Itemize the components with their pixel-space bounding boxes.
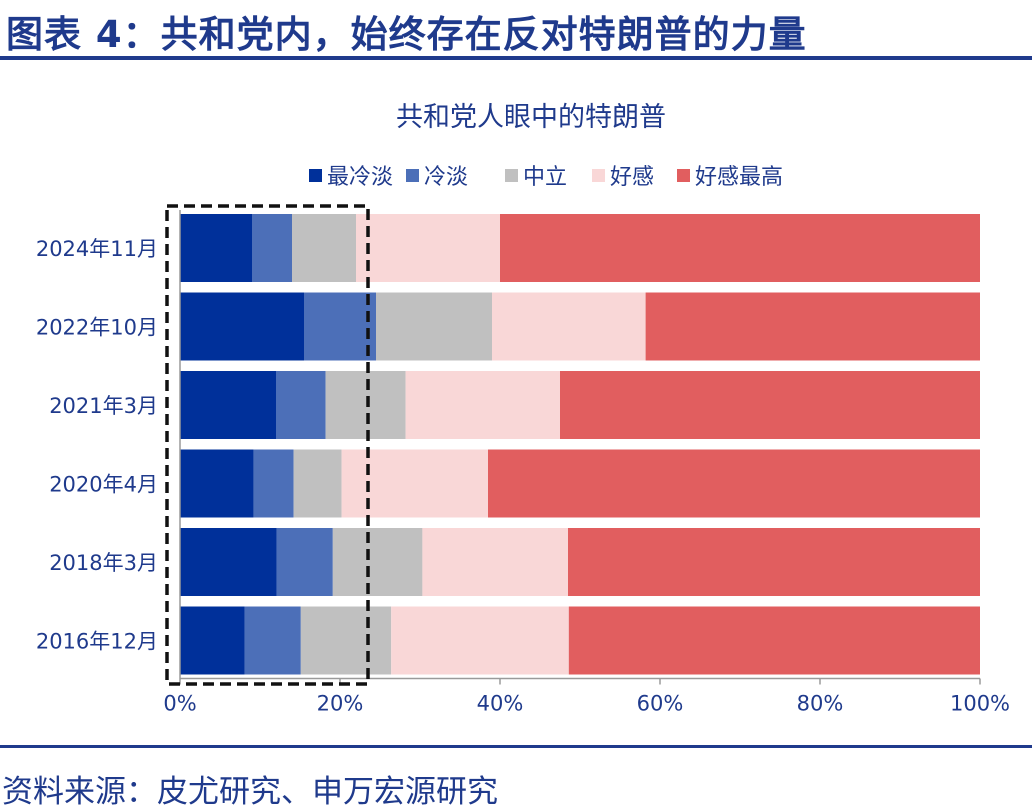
category-label: 2021年3月: [49, 394, 158, 418]
legend-label: 冷淡: [424, 165, 468, 190]
bar-segment: [304, 292, 376, 361]
legend-label: 中立: [523, 165, 567, 190]
legend: 最冷淡 冷淡 中立 好感 好感最高: [309, 165, 783, 190]
bar-segment: [292, 214, 356, 282]
stacked-bar-chart: 共和党人眼中的特朗普 最冷淡 冷淡 中立 好感 好感最高 2024年11月 2022年10…: [36, 102, 1010, 716]
bar-segment: [376, 292, 492, 361]
x-tick-label: 40%: [477, 692, 524, 716]
legend-swatch: [505, 169, 518, 182]
legend-swatch: [677, 169, 690, 182]
category-label: 2018年3月: [49, 551, 158, 575]
figure-title: 图表 4：共和党内，始终存在反对特朗普的力量: [6, 13, 807, 56]
category-label: 2022年10月: [36, 316, 158, 340]
category-label: 2024年11月: [36, 237, 158, 261]
bar-segment: [405, 371, 560, 439]
bar-segment: [488, 449, 980, 518]
bar-segment: [293, 449, 342, 518]
category-label: 2016年12月: [36, 630, 158, 654]
bar-segment: [180, 528, 277, 596]
bar-segment: [276, 528, 333, 596]
source-note: 资料来源：皮尤研究、申万宏源研究: [2, 774, 498, 810]
bar-segment: [341, 449, 488, 518]
bar-segment: [325, 371, 406, 439]
bar-segment: [180, 371, 276, 439]
bar-segment: [500, 214, 980, 282]
bar-segment: [300, 606, 392, 675]
bar-segment: [276, 371, 326, 439]
bar-segment: [180, 449, 254, 518]
bar-segment: [252, 214, 292, 282]
title-rule: [0, 56, 1032, 60]
x-tick-label: 0%: [163, 692, 196, 716]
bar-segment: [391, 606, 569, 675]
x-tick-label: 100%: [950, 692, 1010, 716]
legend-swatch: [406, 169, 419, 182]
x-tick-label: 60%: [637, 692, 684, 716]
x-tick-label: 20%: [317, 692, 364, 716]
category-label: 2020年4月: [49, 473, 158, 497]
bar-segment: [180, 606, 245, 675]
bar-segment: [645, 292, 980, 361]
footer-rule: [0, 745, 1032, 748]
bar-segment: [422, 528, 568, 596]
legend-label: 好感: [610, 165, 654, 190]
bar-segment: [492, 292, 646, 361]
bar-segment: [253, 449, 294, 518]
bar-segment: [356, 214, 500, 282]
x-tick-label: 80%: [797, 692, 844, 716]
bar-segment: [568, 606, 980, 675]
legend-label: 好感最高: [695, 165, 783, 190]
bar-segment: [180, 292, 304, 361]
bars: [180, 214, 980, 675]
bar-segment: [560, 371, 980, 439]
legend-swatch: [309, 169, 322, 182]
chart-title: 共和党人眼中的特朗普: [396, 102, 666, 133]
x-axis: 0% 20% 40% 60% 80% 100%: [163, 210, 1010, 716]
bar-segment: [568, 528, 980, 596]
legend-label: 最冷淡: [327, 165, 393, 190]
category-labels: 2024年11月 2022年10月 2021年3月 2020年4月 2018年3月 201…: [36, 237, 158, 654]
bar-segment: [180, 214, 252, 282]
legend-swatch: [592, 169, 605, 182]
bar-segment: [332, 528, 423, 596]
bar-segment: [244, 606, 301, 675]
